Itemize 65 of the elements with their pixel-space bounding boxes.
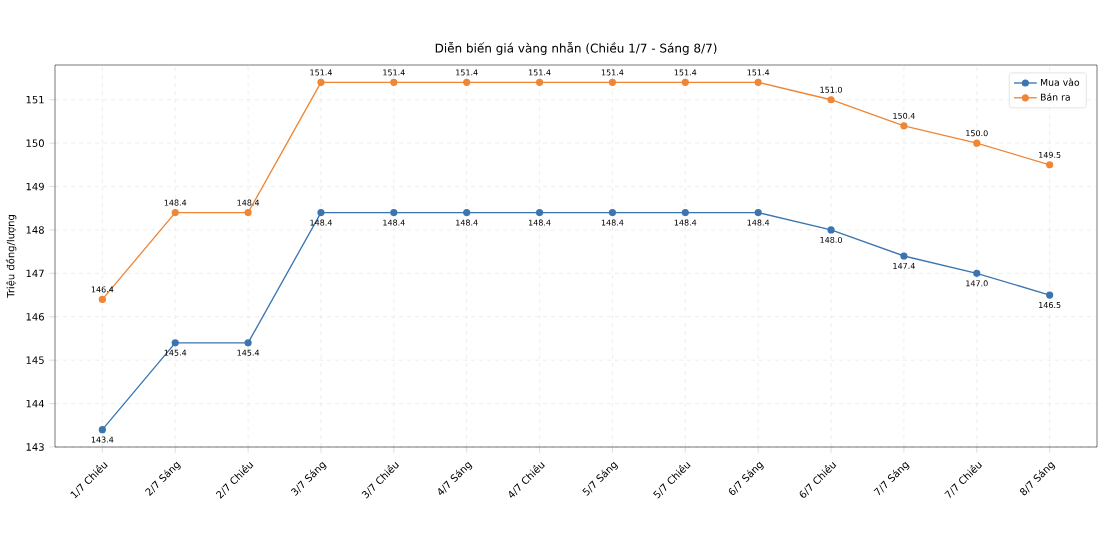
data-label: 147.0 (966, 280, 988, 287)
point (317, 208, 325, 217)
data-label: 151.0 (820, 86, 842, 93)
point (608, 78, 617, 86)
y-tick-label: 149 (26, 182, 44, 191)
y-tick-label: 144 (26, 399, 45, 408)
y-tick-label: 145 (26, 356, 44, 364)
data-label: 143.4 (91, 436, 114, 443)
point (317, 78, 325, 86)
point (463, 208, 471, 217)
data-label: 149.5 (1039, 151, 1061, 158)
point (390, 208, 398, 217)
legend-label: Bán ra (1040, 93, 1070, 101)
data-label: 148.4 (529, 219, 551, 226)
point (390, 78, 398, 86)
data-label: 148.4 (601, 219, 624, 226)
data-label: 147.4 (893, 262, 915, 269)
data-label: 151.4 (529, 69, 551, 76)
data-label: 146.5 (1039, 302, 1061, 309)
y-tick-label: 148 (26, 226, 44, 234)
data-label: 151.4 (383, 69, 405, 76)
point (1046, 291, 1054, 299)
point (463, 78, 471, 86)
y-tick-label: 151 (26, 96, 44, 104)
point (98, 295, 106, 304)
point (681, 78, 689, 86)
data-label: 148.4 (164, 199, 187, 206)
point (900, 252, 908, 260)
data-label: 150.4 (893, 112, 915, 119)
point (98, 426, 106, 434)
point (244, 208, 252, 217)
data-label: 151.4 (601, 69, 624, 76)
y-tick-label: 143 (26, 443, 44, 451)
point (608, 208, 617, 217)
chart-title: Diễn biến giá vàng nhẫn (Chiều 1/7 - Sáng 8/7) (435, 41, 717, 55)
point (171, 339, 179, 347)
point (535, 208, 544, 217)
data-label: 151.4 (674, 69, 697, 76)
data-label: 148.0 (820, 236, 842, 243)
point (754, 78, 762, 86)
data-label: 151.4 (310, 69, 332, 76)
point (244, 339, 252, 347)
data-label: 151.4 (456, 69, 478, 76)
y-axis-title: Triệu đồng/lượng (5, 215, 17, 298)
point (681, 208, 689, 217)
legend-label: Mua vào (1040, 78, 1080, 86)
point (900, 122, 908, 130)
point (754, 208, 762, 217)
data-label: 148.4 (456, 219, 478, 226)
data-label: 150.0 (966, 130, 988, 137)
y-tick-label: 147 (26, 269, 44, 278)
point (535, 78, 544, 86)
y-tick-label: 146 (26, 312, 44, 321)
point (171, 208, 179, 217)
point (973, 269, 981, 277)
point (1046, 161, 1054, 169)
data-label: 151.4 (747, 69, 770, 76)
data-label: 145.4 (237, 349, 260, 356)
point (827, 96, 835, 104)
data-label: 148.4 (747, 219, 770, 226)
y-tick-label: 150 (26, 139, 44, 147)
data-label: 148.4 (674, 219, 697, 226)
data-label: 148.4 (383, 219, 405, 226)
point (973, 139, 981, 147)
point (827, 226, 835, 234)
